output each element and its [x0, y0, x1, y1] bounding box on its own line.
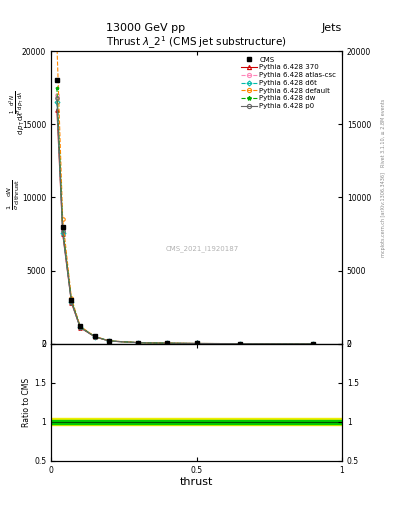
Text: CMS_2021_I1920187: CMS_2021_I1920187 [166, 245, 239, 252]
Text: $\frac{1}{\sigma}\frac{\mathrm{d}^2 N}{\mathrm{d}\,p_\mathrm{T}\,\mathrm{d}\lamb: $\frac{1}{\sigma}\frac{\mathrm{d}^2 N}{\… [7, 91, 26, 114]
Text: Jets: Jets [321, 23, 342, 33]
Y-axis label: Ratio to CMS: Ratio to CMS [22, 378, 31, 427]
Title: Thrust $\lambda$_2$^1$ (CMS jet substructure): Thrust $\lambda$_2$^1$ (CMS jet substruc… [106, 34, 287, 51]
Text: $\mathrm{d}\,p_\mathrm{T}\,\mathrm{d}\lambda$: $\mathrm{d}\,p_\mathrm{T}\,\mathrm{d}\la… [17, 111, 27, 135]
X-axis label: thrust: thrust [180, 477, 213, 487]
Text: Rivet 3.1.10, ≥ 2.8M events: Rivet 3.1.10, ≥ 2.8M events [381, 99, 386, 167]
Text: mcplots.cern.ch [arXiv:1306.3436]: mcplots.cern.ch [arXiv:1306.3436] [381, 173, 386, 258]
Text: 13000 GeV pp: 13000 GeV pp [106, 23, 185, 33]
Text: $\frac{1}{\sigma}\frac{\mathrm{d}N}{\mathrm{d}\,\mathrm{thrust}}$: $\frac{1}{\sigma}\frac{\mathrm{d}N}{\mat… [6, 179, 22, 210]
Legend: CMS, Pythia 6.428 370, Pythia 6.428 atlas-csc, Pythia 6.428 d6t, Pythia 6.428 de: CMS, Pythia 6.428 370, Pythia 6.428 atla… [239, 55, 338, 111]
